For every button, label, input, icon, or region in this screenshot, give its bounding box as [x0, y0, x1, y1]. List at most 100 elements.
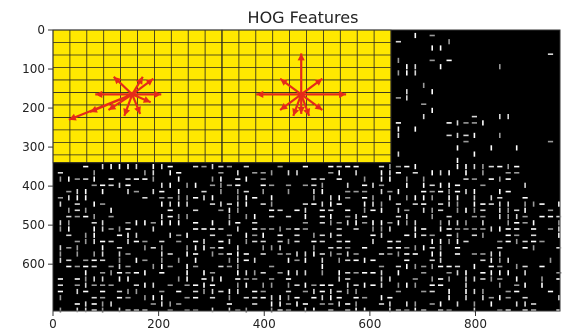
feature-mark	[127, 276, 129, 282]
feature-mark	[150, 247, 156, 249]
feature-mark	[142, 259, 148, 262]
feature-mark	[184, 296, 190, 299]
feature-mark	[448, 182, 450, 188]
feature-mark	[101, 220, 104, 226]
feature-mark	[406, 176, 408, 182]
feature-mark	[412, 278, 418, 280]
feature-mark	[260, 228, 266, 230]
feature-mark	[177, 201, 180, 207]
feature-mark	[226, 203, 232, 205]
feature-mark	[186, 201, 188, 207]
feature-mark	[152, 295, 155, 301]
orientation-arrowhead	[297, 106, 305, 114]
feature-mark	[93, 276, 95, 282]
feature-mark	[439, 226, 442, 232]
feature-mark	[74, 209, 80, 212]
y-axis: 0 100 200 300 400 500 600	[22, 23, 53, 271]
feature-mark	[539, 203, 545, 205]
feature-mark	[319, 209, 325, 212]
feature-mark	[422, 245, 425, 251]
feature-mark	[260, 172, 266, 174]
feature-mark	[345, 303, 351, 305]
feature-mark	[345, 309, 351, 311]
feature-mark	[135, 220, 138, 226]
feature-mark	[304, 282, 307, 288]
feature-mark	[211, 251, 214, 257]
feature-mark	[499, 282, 501, 288]
feature-mark	[177, 189, 180, 195]
feature-mark	[135, 232, 138, 238]
feature-mark	[177, 176, 180, 182]
feature-mark	[116, 296, 123, 299]
feature-mark	[397, 270, 400, 276]
feature-mark	[110, 301, 112, 307]
feature-mark	[243, 165, 249, 168]
feature-mark	[237, 170, 239, 176]
x-tick-label: 200	[147, 317, 170, 328]
feature-mark	[395, 247, 401, 249]
feature-mark	[482, 164, 484, 170]
feature-mark	[380, 232, 383, 238]
feature-mark	[84, 189, 87, 195]
feature-mark	[431, 263, 433, 270]
feature-mark	[439, 64, 442, 70]
feature-mark	[68, 220, 70, 226]
feature-mark	[456, 201, 459, 207]
feature-mark	[422, 114, 425, 120]
feature-mark	[304, 307, 307, 313]
feature-mark	[59, 226, 62, 232]
feature-mark	[209, 184, 216, 187]
y-tick-label: 500	[22, 218, 45, 232]
feature-mark	[421, 272, 427, 274]
feature-mark	[345, 197, 351, 199]
feature-mark	[101, 226, 104, 232]
feature-mark	[372, 182, 374, 188]
feature-mark	[211, 164, 214, 170]
feature-mark	[91, 184, 97, 187]
feature-mark	[252, 303, 258, 305]
feature-mark	[387, 240, 393, 243]
feature-mark	[142, 240, 148, 243]
feature-mark	[194, 257, 197, 263]
feature-mark	[431, 45, 433, 51]
feature-mark	[176, 290, 182, 293]
feature-mark	[438, 265, 444, 268]
feature-mark	[345, 215, 351, 218]
feature-mark	[118, 182, 121, 188]
feature-mark	[260, 296, 266, 299]
feature-mark	[456, 270, 459, 276]
feature-mark	[338, 270, 340, 276]
feature-mark	[515, 301, 518, 307]
feature-mark	[531, 303, 537, 305]
feature-mark	[167, 209, 173, 212]
feature-mark	[547, 228, 554, 230]
feature-mark	[285, 215, 292, 218]
feature-mark	[406, 182, 408, 188]
feature-mark	[150, 303, 156, 305]
feature-mark	[395, 172, 401, 174]
feature-mark	[395, 97, 401, 99]
feature-mark	[524, 201, 526, 207]
feature-mark	[220, 189, 222, 195]
feature-mark	[558, 226, 560, 232]
feature-mark	[125, 184, 131, 187]
feature-mark	[59, 176, 62, 182]
feature-mark	[319, 234, 325, 237]
feature-mark	[161, 263, 163, 270]
feature-mark	[59, 245, 62, 251]
feature-mark	[252, 296, 258, 299]
feature-mark	[228, 257, 231, 263]
feature-mark	[471, 215, 477, 218]
feature-mark	[438, 203, 444, 205]
feature-mark	[448, 276, 450, 282]
feature-mark	[176, 240, 182, 243]
orientation-arrowhead	[145, 78, 154, 86]
feature-mark	[118, 257, 121, 263]
feature-mark	[116, 234, 123, 237]
feature-mark	[499, 201, 501, 207]
feature-mark	[446, 234, 452, 237]
feature-mark	[279, 226, 281, 232]
feature-mark	[397, 57, 400, 63]
feature-mark	[186, 263, 188, 270]
feature-mark	[446, 309, 452, 311]
